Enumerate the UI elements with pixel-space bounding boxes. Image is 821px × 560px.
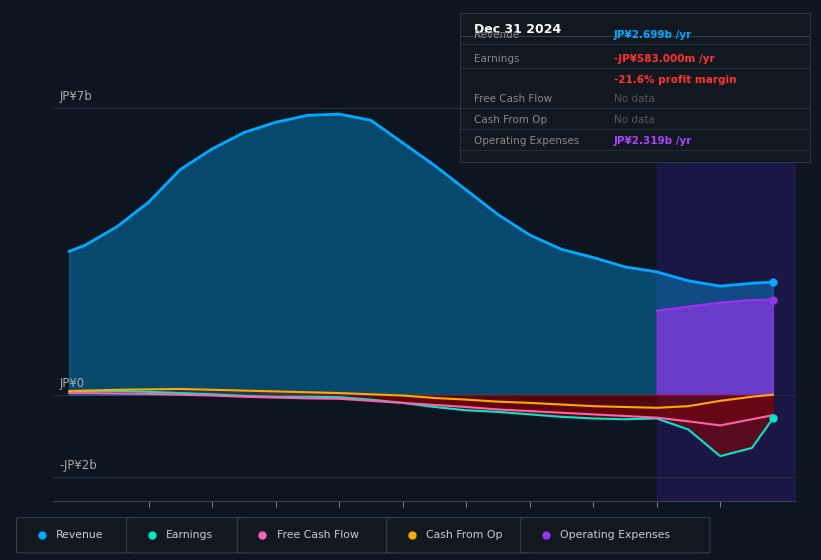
Text: -JP¥2b: -JP¥2b	[60, 459, 98, 472]
Text: Cash From Op: Cash From Op	[474, 115, 547, 125]
FancyBboxPatch shape	[521, 517, 710, 553]
Text: JP¥2.319b /yr: JP¥2.319b /yr	[614, 136, 692, 146]
Text: Earnings: Earnings	[474, 54, 520, 64]
Bar	[657, 59, 796, 501]
Text: Revenue: Revenue	[474, 30, 519, 40]
Text: Operating Expenses: Operating Expenses	[560, 530, 670, 540]
Text: Cash From Op: Cash From Op	[426, 530, 502, 540]
Text: No data: No data	[614, 115, 655, 125]
Text: Free Cash Flow: Free Cash Flow	[474, 95, 553, 104]
Text: Operating Expenses: Operating Expenses	[474, 136, 580, 146]
Text: No data: No data	[614, 95, 655, 104]
Text: JP¥2.699b /yr: JP¥2.699b /yr	[614, 30, 692, 40]
Text: Revenue: Revenue	[56, 530, 103, 540]
FancyBboxPatch shape	[387, 517, 529, 553]
FancyBboxPatch shape	[16, 517, 135, 553]
FancyBboxPatch shape	[237, 517, 395, 553]
Text: JP¥7b: JP¥7b	[60, 90, 93, 103]
Text: -21.6% profit margin: -21.6% profit margin	[614, 75, 736, 85]
Text: Earnings: Earnings	[166, 530, 213, 540]
Text: Free Cash Flow: Free Cash Flow	[277, 530, 359, 540]
Text: JP¥0: JP¥0	[60, 377, 85, 390]
FancyBboxPatch shape	[126, 517, 245, 553]
Text: -JP¥583.000m /yr: -JP¥583.000m /yr	[614, 54, 714, 64]
Text: Dec 31 2024: Dec 31 2024	[474, 24, 562, 36]
